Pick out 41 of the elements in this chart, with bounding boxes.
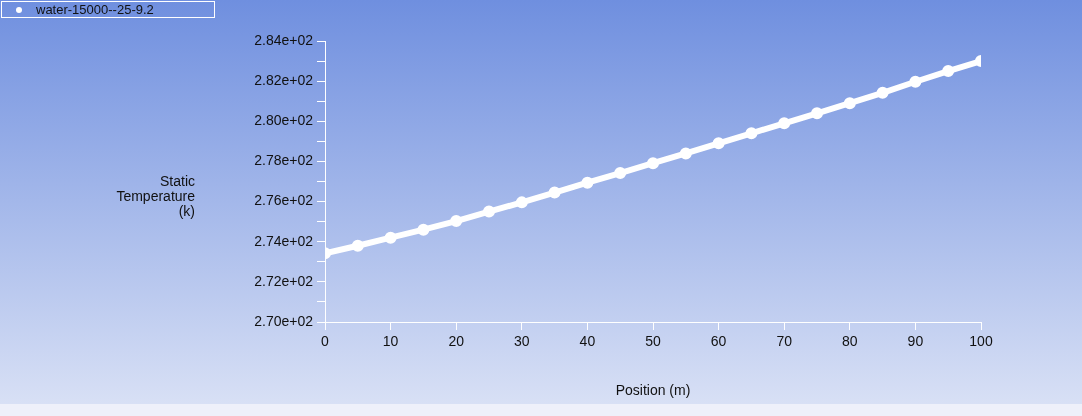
y-tick-label: 2.74e+02 — [254, 232, 314, 249]
point — [450, 215, 463, 228]
x-tick-label: 40 — [579, 333, 596, 350]
x-tick-label: 60 — [710, 333, 727, 350]
point — [811, 107, 823, 120]
y-tick-label: 2.70e+02 — [254, 312, 314, 329]
x-tick-label: 100 — [969, 333, 993, 350]
y-tick-label: 2.84e+02 — [254, 31, 314, 48]
point — [876, 86, 889, 99]
point — [843, 97, 856, 110]
x-tick-label: 70 — [776, 333, 793, 350]
y-tick-label: 2.78e+02 — [254, 152, 314, 169]
point — [712, 137, 725, 150]
y-axis-title: Static Temperature (k) — [116, 173, 195, 219]
point — [351, 239, 364, 252]
x-tick-label: 0 — [321, 333, 330, 350]
point — [384, 231, 397, 244]
y-tick-label: 2.80e+02 — [254, 112, 314, 129]
point — [679, 147, 692, 160]
x-tick-label: 50 — [645, 333, 661, 350]
x-tick-label: 80 — [842, 333, 858, 350]
point — [942, 65, 955, 78]
x-tick-label: 90 — [907, 333, 924, 350]
point — [548, 186, 561, 199]
x-tick-label: 30 — [514, 333, 530, 350]
y-tick-label: 2.72e+02 — [254, 272, 314, 289]
y-tick-label: 2.76e+02 — [254, 192, 314, 209]
point — [614, 167, 627, 180]
point — [745, 127, 758, 140]
legend-label: water-15000--25-9.2 — [36, 2, 154, 17]
x-tick-label: 20 — [448, 333, 465, 350]
x-tick-label: 10 — [382, 333, 399, 350]
point — [647, 157, 659, 170]
point — [909, 75, 922, 88]
x-axis-title: Position (m) — [615, 382, 691, 399]
y-tick-label: 2.82e+02 — [254, 72, 314, 88]
point — [581, 176, 594, 189]
point — [483, 205, 495, 218]
point — [515, 196, 528, 209]
point — [417, 223, 430, 236]
point — [778, 117, 791, 130]
